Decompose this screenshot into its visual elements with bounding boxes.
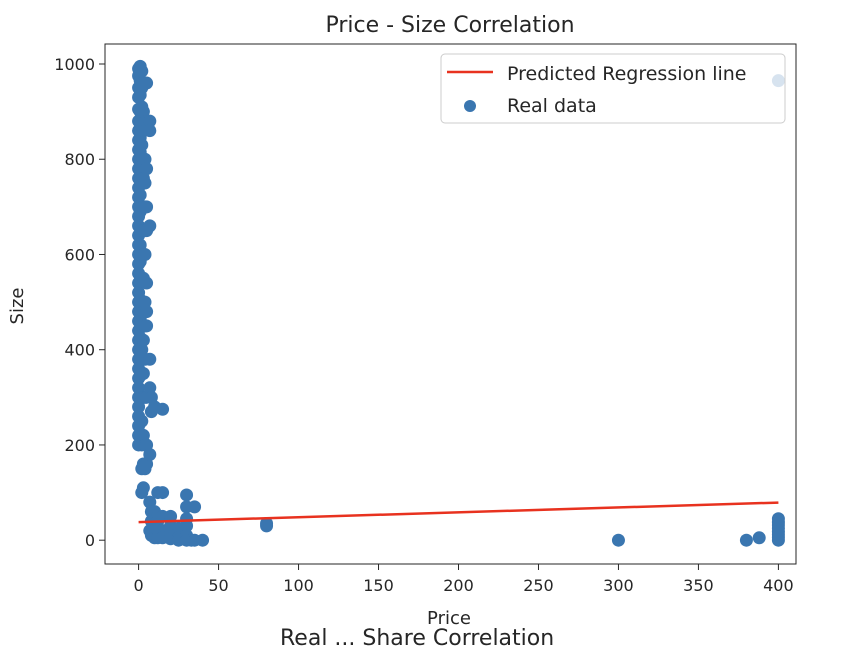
data-point xyxy=(143,124,157,138)
data-point xyxy=(739,533,753,547)
plot-area xyxy=(104,43,797,565)
data-point xyxy=(135,138,149,152)
data-point xyxy=(140,162,154,176)
x-tick-label: 250 xyxy=(523,576,554,595)
regression-line xyxy=(138,501,779,524)
data-point xyxy=(136,333,150,347)
data-point xyxy=(260,519,274,533)
data-point xyxy=(752,531,766,545)
data-point xyxy=(143,219,157,233)
y-axis: 0 200 400 600 800 1000 xyxy=(54,55,105,550)
data-point xyxy=(135,414,149,428)
x-axis-title: Price xyxy=(427,608,471,629)
data-point xyxy=(138,176,152,190)
y-axis-title: Size xyxy=(7,288,28,325)
data-point xyxy=(156,402,170,416)
legend: Predicted Regression line Real data xyxy=(440,53,786,124)
legend-box xyxy=(440,53,786,124)
data-point xyxy=(140,319,154,333)
data-point xyxy=(133,188,147,202)
data-point xyxy=(611,533,625,547)
data-point xyxy=(136,367,150,381)
data-point xyxy=(140,276,154,290)
x-tick-label: 150 xyxy=(363,576,394,595)
legend-label-real-data: Real data xyxy=(507,95,597,117)
next-chart-title-clipped: Real ... Share Correlation xyxy=(280,626,555,651)
x-axis: 0 50 100 150 200 250 300 350 400 xyxy=(133,564,794,595)
data-point xyxy=(140,200,154,214)
y-tick-label: 0 xyxy=(85,531,95,550)
data-point xyxy=(140,305,154,319)
x-tick-label: 400 xyxy=(763,576,794,595)
data-point xyxy=(188,500,202,514)
data-point xyxy=(138,247,152,261)
y-tick-label: 800 xyxy=(64,150,95,169)
legend-marker-real-data xyxy=(464,100,476,112)
data-point xyxy=(143,114,157,128)
data-point xyxy=(180,488,194,502)
data-point xyxy=(771,533,785,547)
real-data-points xyxy=(132,59,785,547)
x-tick-label: 350 xyxy=(683,576,714,595)
x-tick-label: 50 xyxy=(208,576,228,595)
data-point xyxy=(135,64,149,78)
data-point xyxy=(164,509,178,523)
data-point xyxy=(136,481,150,495)
data-point xyxy=(143,352,157,366)
data-point xyxy=(140,76,154,90)
y-tick-label: 200 xyxy=(64,436,95,455)
x-tick-label: 100 xyxy=(283,576,314,595)
data-point xyxy=(156,486,170,500)
y-tick-label: 600 xyxy=(64,245,95,264)
legend-label-regression: Predicted Regression line xyxy=(507,63,747,85)
data-point xyxy=(180,519,194,533)
x-tick-label: 0 xyxy=(133,576,143,595)
y-tick-label: 400 xyxy=(64,341,95,360)
regression-line-group xyxy=(138,501,779,524)
x-tick-label: 300 xyxy=(603,576,634,595)
data-point xyxy=(143,447,157,461)
y-tick-label: 1000 xyxy=(54,55,95,74)
chart-title: Price - Size Correlation xyxy=(325,13,574,38)
data-point xyxy=(196,533,210,547)
x-tick-label: 200 xyxy=(443,576,474,595)
